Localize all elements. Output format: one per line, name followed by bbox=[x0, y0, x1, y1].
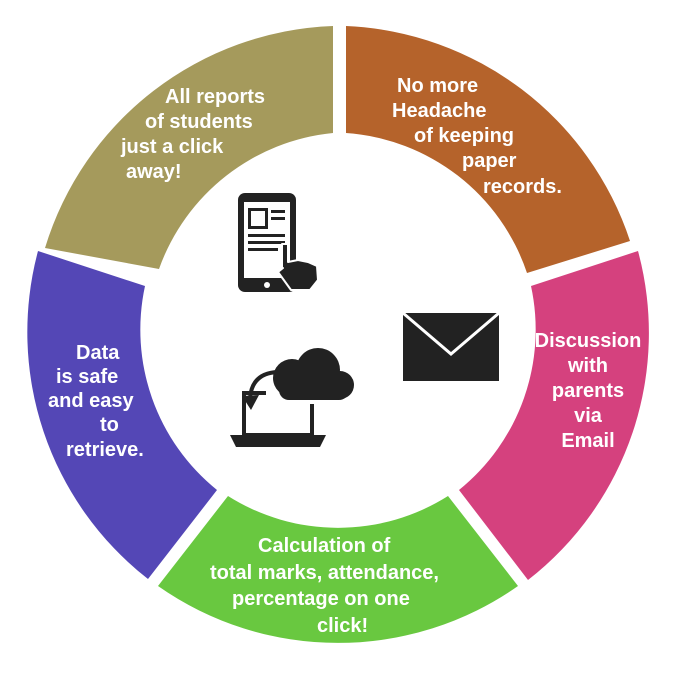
segment-reports-line: All reports bbox=[165, 86, 265, 108]
segment-paper bbox=[346, 26, 630, 273]
segment-calc-line: percentage on one bbox=[232, 588, 410, 610]
segment-email-line: parents bbox=[552, 380, 624, 402]
envelope-icon bbox=[402, 311, 500, 381]
segment-paper-text: No more Headache of keeping paper records. bbox=[392, 75, 562, 198]
segment-data-text: Data is safe and easy to retrieve. bbox=[48, 342, 144, 461]
segment-email-line: via bbox=[574, 405, 603, 427]
cloud-laptop-icon bbox=[230, 348, 354, 447]
segment-reports-line: just a click bbox=[120, 136, 224, 158]
segment-data-line: is safe bbox=[56, 366, 118, 388]
segment-email bbox=[459, 251, 649, 580]
smartphone-touch-icon bbox=[238, 193, 319, 292]
segment-paper-line: No more bbox=[397, 75, 478, 97]
segment-calc-line: total marks, attendance, bbox=[210, 562, 439, 584]
segment-email-text: Discussion with parents via Email bbox=[535, 330, 642, 452]
segment-email-line: with bbox=[567, 355, 608, 377]
segment-data-line: to bbox=[100, 414, 119, 436]
segment-paper-line: paper bbox=[462, 150, 517, 172]
segment-email-line: Email bbox=[561, 430, 614, 452]
segments-layer bbox=[27, 26, 649, 643]
segment-paper-line: Headache bbox=[392, 100, 487, 122]
segment-email-line: Discussion bbox=[535, 330, 642, 352]
segment-reports-text: All reports of students just a click away! bbox=[120, 86, 265, 183]
segment-reports-line: away! bbox=[126, 161, 182, 183]
segment-calc-line: Calculation of bbox=[258, 535, 391, 557]
segment-calc-text: Calculation of total marks, attendance, pe… bbox=[210, 535, 439, 637]
segment-reports bbox=[45, 26, 333, 269]
segment-calc-line: click! bbox=[317, 615, 368, 637]
segment-data-line: and easy bbox=[48, 390, 134, 412]
segment-paper-line: records. bbox=[483, 176, 562, 198]
segment-data bbox=[27, 251, 217, 579]
segment-calc bbox=[158, 496, 518, 643]
segment-paper-line: of keeping bbox=[414, 125, 514, 147]
segment-data-line: Data bbox=[76, 342, 120, 364]
segment-data-line: retrieve. bbox=[66, 439, 144, 461]
segment-reports-line: of students bbox=[145, 111, 253, 133]
